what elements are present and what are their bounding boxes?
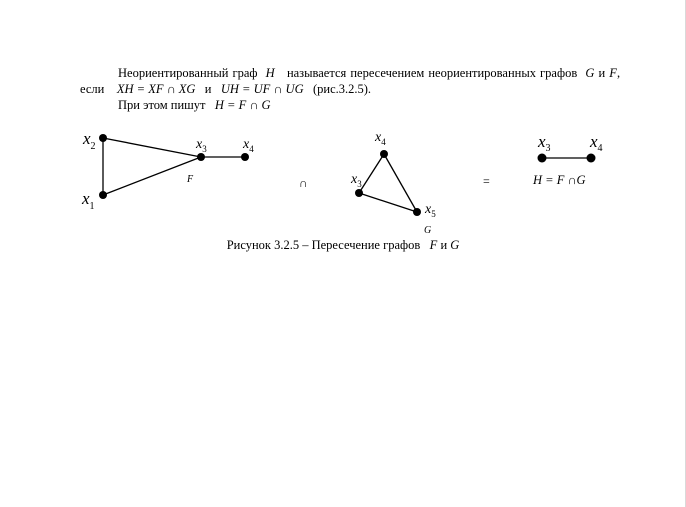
formula-edge-intersection: UH = UF ∩ UG [220, 82, 304, 96]
vertex-G-x5 [413, 208, 421, 216]
caption-text: и [440, 238, 448, 252]
label-H-x3: x3 [537, 132, 551, 154]
text-segment: и [204, 82, 212, 96]
vertex-F-x1 [99, 191, 107, 199]
figure-caption: Рисунок 3.2.5 – Пересечение графов F и G [0, 238, 686, 253]
intersection-operator: ∩ [299, 176, 308, 190]
graph-H-formula: H = F ∩G [532, 173, 586, 187]
vertex-F-x2 [99, 134, 107, 142]
math-G: G [585, 66, 595, 80]
edge-G-x3-x5 [358, 192, 418, 213]
text-segment: и [598, 66, 606, 80]
figure-reference: (рис.3.2.5). [312, 82, 372, 96]
label-G-x3: x3 [350, 172, 362, 189]
graph-F-name: F [186, 174, 194, 185]
label-H-x4: x4 [589, 132, 603, 154]
label-F-x3: x3 [195, 137, 207, 154]
math-H: H [265, 66, 275, 80]
formula-notation: H = F ∩ G [214, 98, 271, 112]
edge-G-x4-x5 [383, 153, 418, 213]
label-G-x5: x5 [424, 202, 436, 219]
paragraph-notation: При этом пишут H = F ∩ G [118, 97, 658, 113]
text-segment: называется пересечением неориентированны… [286, 66, 578, 80]
label-F-x4: x4 [242, 137, 254, 154]
label-F-x1: x1 [81, 189, 95, 212]
vertex-F-x4 [241, 153, 249, 161]
vertex-G-x3 [355, 189, 363, 197]
text-segment: Неориентированный граф [118, 66, 258, 80]
text-segment: При этом пишут [118, 98, 206, 112]
label-F-x2: x2 [82, 129, 96, 152]
caption-math-G: G [450, 238, 460, 252]
paragraph-definition: Неориентированный граф H называется пере… [80, 65, 620, 97]
vertex-H-x4 [586, 153, 596, 163]
graph-G-name: G [424, 225, 431, 236]
formula-vertex-intersection: XH = XF ∩ XG [116, 82, 196, 96]
vertex-H-x3 [537, 153, 547, 163]
graph-G: x4 x3 x5 G [350, 130, 436, 236]
caption-text: Рисунок 3.2.5 – Пересечение графов [226, 238, 421, 252]
text-segment: , если [80, 66, 621, 96]
edge-F-x1-x3 [102, 156, 202, 196]
vertex-G-x4 [380, 150, 388, 158]
math-F: F [609, 66, 617, 80]
edge-F-x2-x3 [102, 137, 202, 158]
vertex-F-x3 [197, 153, 205, 161]
equals-operator: = [483, 174, 490, 188]
graph-H: x3 x4 H = F ∩G [532, 132, 603, 187]
label-G-x4: x4 [374, 130, 386, 147]
edge-G-x4-x3 [358, 153, 385, 194]
caption-math-F: F [429, 238, 438, 252]
graph-F: x2 x1 x3 x4 F [81, 129, 254, 212]
